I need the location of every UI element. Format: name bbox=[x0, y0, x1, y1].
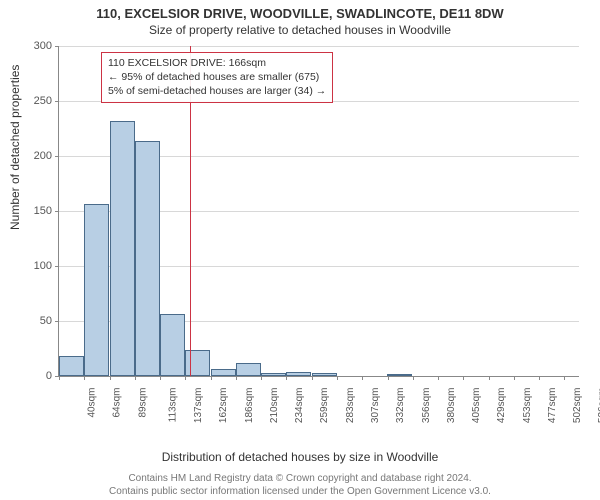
x-tick-label: 234sqm bbox=[294, 388, 305, 424]
x-tick-label: 259sqm bbox=[320, 388, 331, 424]
x-tick-mark bbox=[539, 376, 540, 380]
x-tick-mark bbox=[489, 376, 490, 380]
x-tick-label: 405sqm bbox=[471, 388, 482, 424]
x-axis-label: Distribution of detached houses by size … bbox=[0, 450, 600, 464]
x-tick-label: 162sqm bbox=[218, 388, 229, 424]
x-tick-label: 502sqm bbox=[572, 388, 583, 424]
x-tick-mark bbox=[337, 376, 338, 380]
x-tick-label: 40sqm bbox=[87, 388, 98, 418]
x-tick-mark bbox=[211, 376, 212, 380]
footer-attribution: Contains HM Land Registry data © Crown c… bbox=[0, 472, 600, 498]
y-tick-label: 200 bbox=[12, 150, 52, 162]
page-title: 110, EXCELSIOR DRIVE, WOODVILLE, SWADLIN… bbox=[0, 0, 600, 21]
x-tick-mark bbox=[463, 376, 464, 380]
y-tick-label: 0 bbox=[12, 370, 52, 382]
page-subtitle: Size of property relative to detached ho… bbox=[0, 21, 600, 37]
x-tick-mark bbox=[438, 376, 439, 380]
x-tick-mark bbox=[185, 376, 186, 380]
y-tick-label: 100 bbox=[12, 260, 52, 272]
x-tick-mark bbox=[362, 376, 363, 380]
x-tick-mark bbox=[84, 376, 85, 380]
y-tick-label: 250 bbox=[12, 95, 52, 107]
y-tick-label: 300 bbox=[12, 40, 52, 52]
y-tick-label: 150 bbox=[12, 205, 52, 217]
x-tick-mark bbox=[388, 376, 389, 380]
x-tick-mark bbox=[236, 376, 237, 380]
x-tick-mark bbox=[59, 376, 60, 380]
x-tick-label: 356sqm bbox=[421, 388, 432, 424]
x-tick-mark bbox=[514, 376, 515, 380]
x-tick-label: 332sqm bbox=[395, 388, 406, 424]
x-tick-label: 283sqm bbox=[345, 388, 356, 424]
x-tick-label: 113sqm bbox=[167, 388, 178, 423]
x-tick-mark bbox=[110, 376, 111, 380]
x-tick-label: 380sqm bbox=[446, 388, 457, 424]
x-tick-label: 307sqm bbox=[370, 388, 381, 424]
x-tick-label: 477sqm bbox=[547, 388, 558, 424]
x-tick-label: 210sqm bbox=[269, 388, 280, 424]
x-tick-mark bbox=[261, 376, 262, 380]
x-tick-label: 137sqm bbox=[193, 388, 204, 424]
footer-line-2: Contains public sector information licen… bbox=[0, 485, 600, 498]
x-tick-mark bbox=[312, 376, 313, 380]
histogram-chart: 110 EXCELSIOR DRIVE: 166sqm ← 95% of det… bbox=[58, 46, 578, 416]
x-tick-mark bbox=[413, 376, 414, 380]
x-tick-label: 429sqm bbox=[496, 388, 507, 424]
x-tick-mark bbox=[286, 376, 287, 380]
x-tick-label: 64sqm bbox=[112, 388, 123, 418]
x-tick-label: 89sqm bbox=[137, 388, 148, 418]
x-tick-mark bbox=[135, 376, 136, 380]
x-tick-mark bbox=[160, 376, 161, 380]
x-tick-label: 453sqm bbox=[522, 388, 533, 424]
y-tick-label: 50 bbox=[12, 315, 52, 327]
x-tick-mark bbox=[564, 376, 565, 380]
footer-line-1: Contains HM Land Registry data © Crown c… bbox=[0, 472, 600, 485]
x-tick-label: 186sqm bbox=[244, 388, 255, 424]
